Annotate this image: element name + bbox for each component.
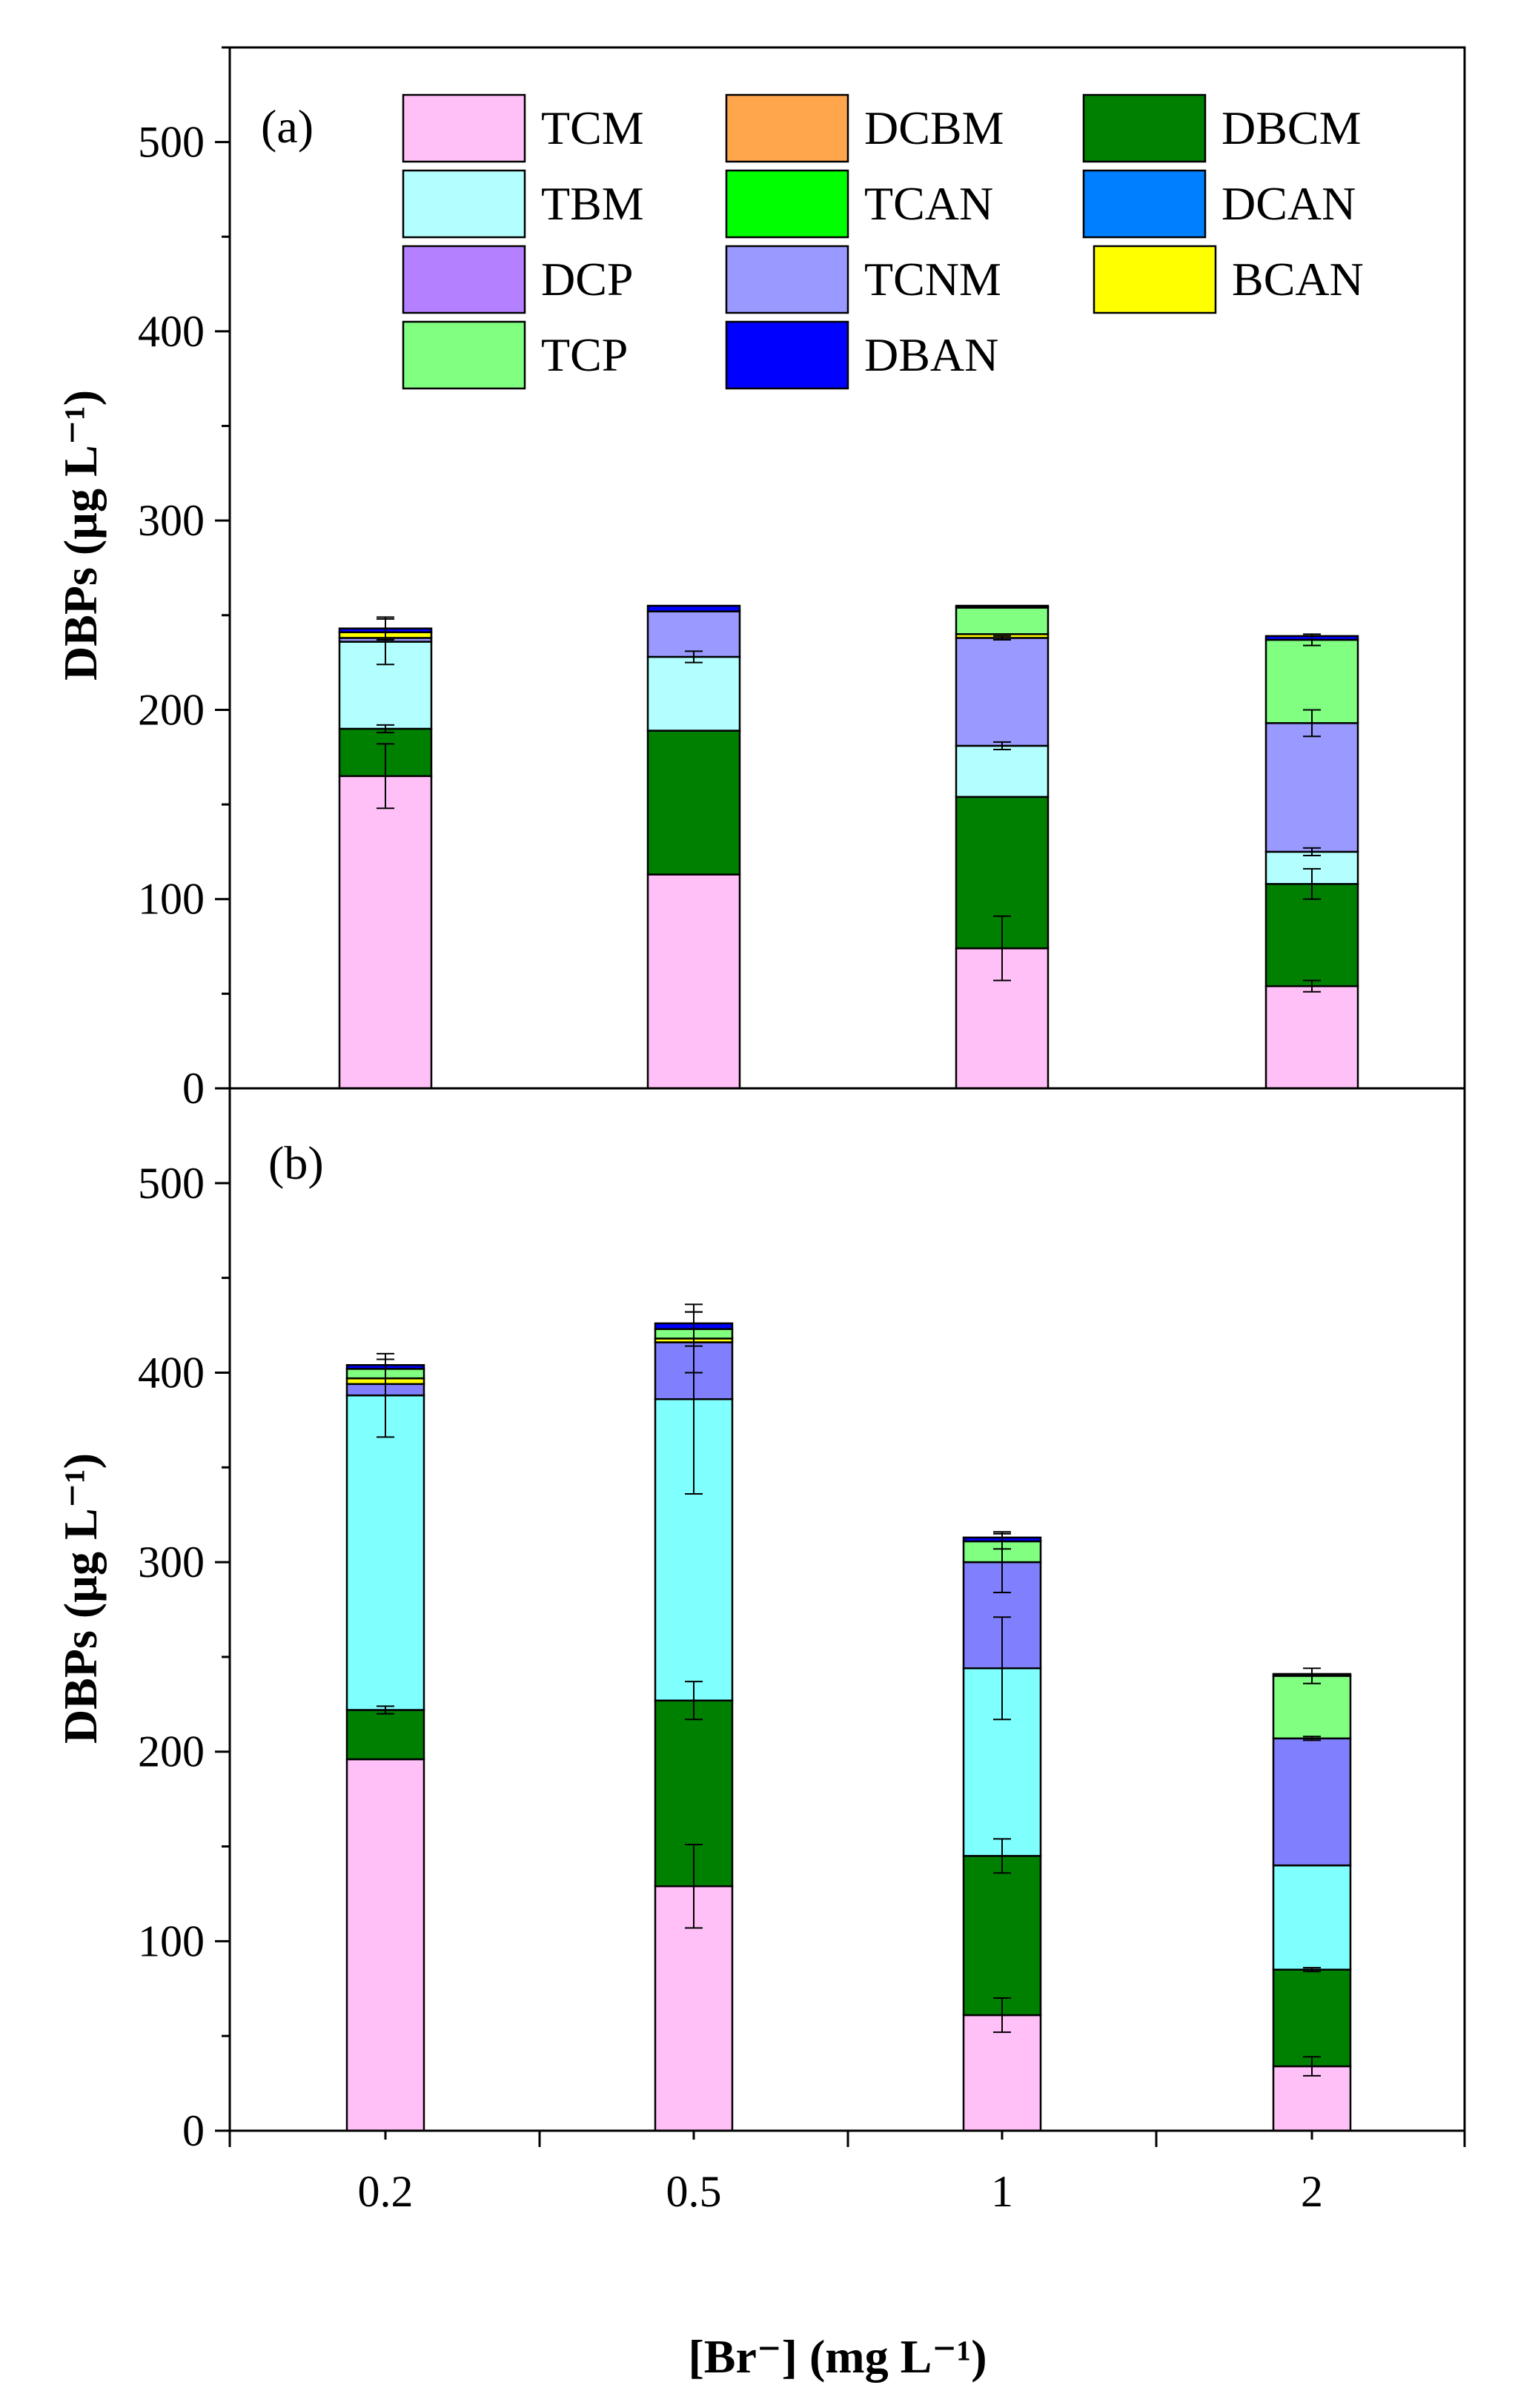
bar-segment-tcp-1 [955,606,1050,635]
legend-label-tcp: TCP [541,328,628,381]
y-tick-label-200: 200 [138,685,205,734]
panel-b-y-axis-title: DBPs (µg L⁻¹) [54,1453,107,1744]
legend-swatch-dcp [402,245,526,314]
bar-segment-tcm-2 [1272,2065,1352,2132]
bar-segment-tcnm-2 [1264,722,1359,853]
x-axis-title: [Br⁻] (mg L⁻¹) [688,2330,987,2383]
legend: TCM DCBM DBCM TBM TCAN DCAN DCP TCNM BCAN TCP DBAN [402,93,1364,390]
y-tick-label-100: 100 [138,1916,205,1965]
legend-swatch-tcm [402,93,526,163]
panel-a-error-bars [377,616,1321,993]
legend-label-dcan: DCAN [1221,177,1356,230]
y-tick-label-100: 100 [138,875,205,924]
legend-swatch-bcan [1093,245,1217,314]
legend-swatch-dcbm [725,93,849,163]
legend-label-dbcm: DBCM [1221,102,1362,154]
y-tick-label-500: 500 [138,1159,205,1208]
x-tick-label-1: 1 [991,2167,1013,2216]
bar-segment-tcnm-1 [955,637,1050,747]
legend-swatch-tcan [725,169,849,239]
legend-swatch-dban [725,320,849,390]
bar-segment-tcm-2 [1264,985,1359,1090]
y-tick-label-500: 500 [138,118,205,167]
y-tick-label-300: 300 [138,1538,205,1587]
x-tick-label-0.2: 0.2 [358,2167,414,2216]
bar-segment-tbm-1 [955,744,1050,798]
legend-swatch-dbcm [1082,93,1207,163]
legend-swatch-tcnm [725,245,849,314]
panel-b-label: (b) [268,1137,324,1189]
bar-segment-dbcm-0.2 [345,1709,425,1761]
bar-segment-dbcm-0.5 [646,730,741,876]
panel-a-bars [338,604,1359,1090]
legend-label-tcnm: TCNM [864,253,1001,305]
bar-segment-dban-1 [955,604,1050,609]
panel-b: 0 100 200 300 400 500 (b) DBPs (µg L⁻¹) [54,1087,1466,2155]
bar-segment-tcm-0.2 [345,1758,425,2132]
y-tick-label-300: 300 [138,496,205,545]
x-tick-label-0.5: 0.5 [666,2167,722,2216]
legend-label-tbm: TBM [541,177,644,230]
bar-segment-dbcm-2 [1272,1968,1352,2068]
bar-segment-tcm-0.5 [646,873,741,1090]
panel-a-label: (a) [261,100,314,153]
legend-swatch-dcan [1082,169,1207,239]
bar-segment-tbm-2 [1272,1864,1352,1971]
y-tick-label-400: 400 [138,1348,205,1397]
bar-segment-dbcm-2 [1264,883,1359,988]
bar-segment-tcnm-2 [1272,1737,1352,1867]
panel-b-error-bars [377,1303,1321,2077]
bar-segment-tbm-0.2 [345,1394,425,1711]
bar-segment-dban-0.5 [646,604,741,612]
bar-segment-tcp-2 [1272,1675,1352,1740]
panel-a: 0 100 200 300 400 500 (a) DBPs (µg L⁻¹) [54,46,1466,1113]
bar-segment-dbcm-1 [962,1855,1042,2017]
y-tick-label-200: 200 [138,1727,205,1776]
y-tick-label-400: 400 [138,307,205,356]
bar-segment-tcnm-0.5 [646,610,741,658]
x-axis: 0.2 0.5 1 2 [228,2131,1466,2216]
legend-label-bcan: BCAN [1232,253,1364,305]
panel-a-y-axis-title: DBPs (µg L⁻¹) [54,390,107,681]
bar-segment-tcm-0.2 [338,775,433,1090]
panel-a-axes: 0 100 200 300 400 500 [138,46,1466,1113]
legend-swatch-tcp [402,320,526,390]
legend-label-dban: DBAN [864,328,998,381]
legend-label-tcm: TCM [541,102,644,154]
y-tick-label-0: 0 [182,2106,205,2155]
y-tick-label-0: 0 [182,1064,205,1113]
bar-segment-tbm-0.5 [646,655,741,732]
legend-label-dcbm: DCBM [864,102,1004,154]
legend-label-tcan: TCAN [864,177,993,230]
legend-swatch-tbm [402,169,526,239]
x-tick-label-2: 2 [1301,2167,1323,2216]
legend-label-dcp: DCP [541,253,634,305]
